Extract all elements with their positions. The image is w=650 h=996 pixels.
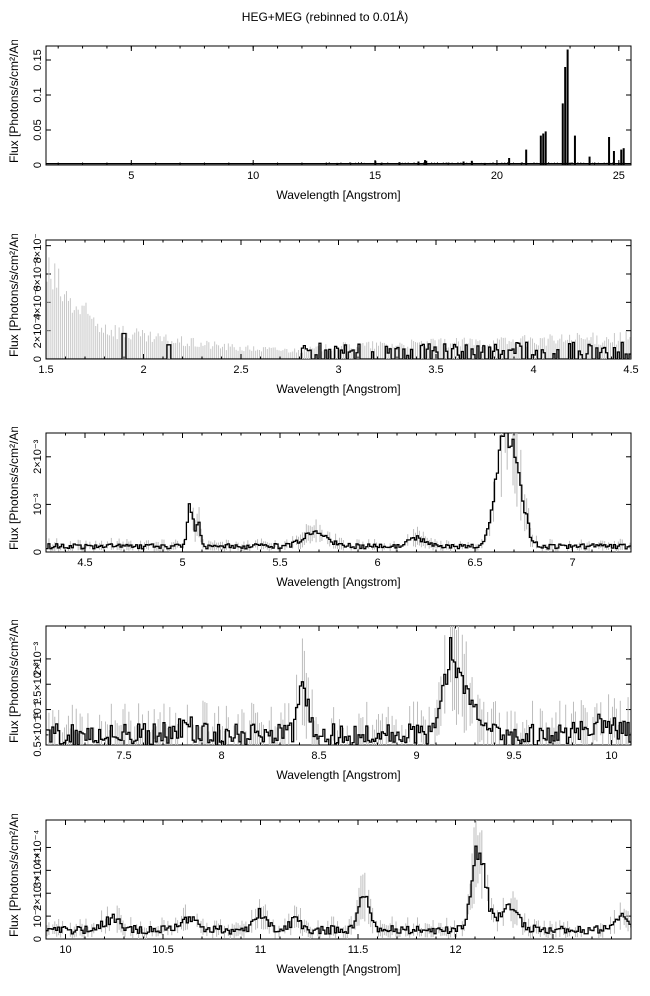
x-tick-label: 15 xyxy=(369,170,381,182)
plot-frame xyxy=(45,239,632,360)
x-tick-label: 2 xyxy=(140,364,146,376)
x-tick-label: 12 xyxy=(449,944,461,956)
x-tick-label: 10.5 xyxy=(152,944,173,956)
x-tick-label: 7.5 xyxy=(116,750,131,762)
x-tick-label: 6.5 xyxy=(467,557,482,569)
x-tick-label: 12.5 xyxy=(542,944,563,956)
spectrum-trace xyxy=(46,433,631,550)
plot-frame xyxy=(45,819,632,940)
x-tick-label: 4.5 xyxy=(77,557,92,569)
x-tick-label: 9.5 xyxy=(506,750,521,762)
x-axis-label: Wavelength [Angstrom] xyxy=(276,382,400,396)
spectrum-panel-3: 4.5 5 5.5 6 6.5 7 0 10⁻³ 2×10⁻³ Wavelength [Angst… xyxy=(0,386,650,597)
y-tick-label: 2×10⁻³ xyxy=(32,439,44,474)
y-tick-label: 10⁻³ xyxy=(32,698,44,720)
y-tick-label: 0.15 xyxy=(32,49,44,70)
y-axis-label: Flux [Photons/s/cm²/Angstrom] xyxy=(7,814,21,937)
plot-frame xyxy=(45,625,632,746)
x-tick-label: 4.5 xyxy=(623,364,638,376)
y-tick-label: 0 xyxy=(32,549,44,555)
y-tick-label: 8×10⁻⁴ xyxy=(32,234,44,263)
spectrum-plot-1: 5 10 15 20 25 0 0.05 0.1 0.15 Wavelength [Angstro… xyxy=(7,0,632,202)
x-tick-label: 10 xyxy=(59,944,71,956)
y-tick-label: 0.05 xyxy=(32,119,44,140)
y-tick-label: 2×10⁻³ xyxy=(32,641,44,676)
y-tick-label: 1.5×10⁻³ xyxy=(32,662,44,706)
spectrum-trace xyxy=(46,845,631,935)
x-tick-label: 2.5 xyxy=(233,364,248,376)
x-tick-label: 10 xyxy=(247,170,259,182)
figure-title: HEG+MEG (rebinned to 0.01Å) xyxy=(241,10,409,24)
y-tick-label: 0 xyxy=(32,162,44,168)
x-tick-label: 11.5 xyxy=(348,944,369,956)
spectrum-trace xyxy=(46,637,631,745)
spectrum-data xyxy=(46,626,631,745)
spectrum-data xyxy=(46,49,631,165)
x-tick-label: 11 xyxy=(255,944,266,956)
x-tick-label: 5 xyxy=(128,170,134,182)
x-tick-label: 7 xyxy=(569,557,575,569)
x-tick-label: 20 xyxy=(491,170,503,182)
x-axis-label: Wavelength [Angstrom] xyxy=(276,768,400,782)
x-tick-label: 9 xyxy=(413,750,419,762)
x-tick-label: 3 xyxy=(335,364,341,376)
plot-frame xyxy=(45,45,632,166)
x-tick-label: 1.5 xyxy=(38,364,53,376)
y-tick-label: 0 xyxy=(32,356,44,362)
y-tick-label: 4×10⁻⁴ xyxy=(32,284,44,320)
x-tick-label: 10 xyxy=(605,750,617,762)
y-tick-label: 4×10⁻⁴ xyxy=(32,830,44,866)
x-tick-label: 4 xyxy=(530,364,536,376)
y-axis-label: Flux [Photons/s/cm²/Angstrom] xyxy=(7,40,21,163)
spectrum-panel-4: 7.5 8 8.5 9 9.5 10 0.5×10⁻³ 10⁻³ 1.5×10⁻³ 2×10⁻³ W… xyxy=(0,579,650,790)
spectrum-data xyxy=(46,257,631,359)
x-axis-label: Wavelength [Angstrom] xyxy=(276,962,400,976)
y-tick-label: 3×10⁻⁴ xyxy=(32,852,44,888)
spectrum-plot-3: 4.5 5 5.5 6 6.5 7 0 10⁻³ 2×10⁻³ Wavelength [Angst… xyxy=(7,386,632,589)
x-tick-label: 3.5 xyxy=(428,364,443,376)
x-tick-label: 8.5 xyxy=(311,750,326,762)
x-axis-label: Wavelength [Angstrom] xyxy=(276,575,400,589)
spectrum-panel-1: 5 10 15 20 25 0 0.05 0.1 0.15 Wavelength [Angstro… xyxy=(0,0,650,210)
y-tick-label: 10⁻⁴ xyxy=(32,904,44,927)
y-axis-label: Flux [Photons/s/cm²/Angstrom] xyxy=(7,234,21,357)
spectrum-plot-2: 1.5 2 2.5 3 3.5 4 4.5 0 2×10⁻⁴4×10⁻⁴6×10⁻⁴8×10⁻⁴… xyxy=(7,193,639,396)
spectrum-data xyxy=(46,820,631,939)
x-tick-label: 6 xyxy=(374,557,380,569)
spectrum-trace xyxy=(46,332,631,359)
x-tick-label: 5.5 xyxy=(272,557,287,569)
spectrum-plot-5: 10 10.5 11 11.5 12 12.5 0 10⁻⁴2×10⁻⁴3×10⁻⁴4×10⁻… xyxy=(7,773,632,976)
y-tick-label: 2×10⁻⁴ xyxy=(32,875,44,911)
x-tick-label: 5 xyxy=(179,557,185,569)
y-tick-label: 0.1 xyxy=(32,87,44,102)
x-tick-label: 8 xyxy=(218,750,224,762)
y-tick-label: 6×10⁻⁴ xyxy=(32,256,44,292)
spectrum-panel-5: 10 10.5 11 11.5 12 12.5 0 10⁻⁴ 2×10⁻⁴ 3×10⁻⁴ 4×10⁻… xyxy=(0,773,650,991)
y-axis-label: Flux [Photons/s/cm²/Angstrom] xyxy=(7,427,21,550)
spectrum-plot-4: 7.5 8 8.5 9 9.5 10 0.5×10⁻³10⁻³1.5×10⁻³2×10⁻³ W… xyxy=(7,579,632,782)
plot-frame xyxy=(45,432,632,553)
y-tick-label: 2×10⁻⁴ xyxy=(32,313,44,349)
y-tick-label: 0.5×10⁻³ xyxy=(32,713,44,757)
y-axis-label: Flux [Photons/s/cm²/Angstrom] xyxy=(7,620,21,743)
spectrum-panel-2: 1.5 2 2.5 3 3.5 4 4.5 0 2×10⁻⁴ 4×10⁻⁴ 6×10⁻⁴ 8×10⁻⁴… xyxy=(0,193,650,404)
x-tick-label: 25 xyxy=(613,170,625,182)
y-tick-label: 10⁻³ xyxy=(32,493,44,515)
spectrum-data xyxy=(46,433,631,552)
x-axis-label: Wavelength [Angstrom] xyxy=(276,188,400,202)
y-tick-label: 0 xyxy=(32,936,44,942)
